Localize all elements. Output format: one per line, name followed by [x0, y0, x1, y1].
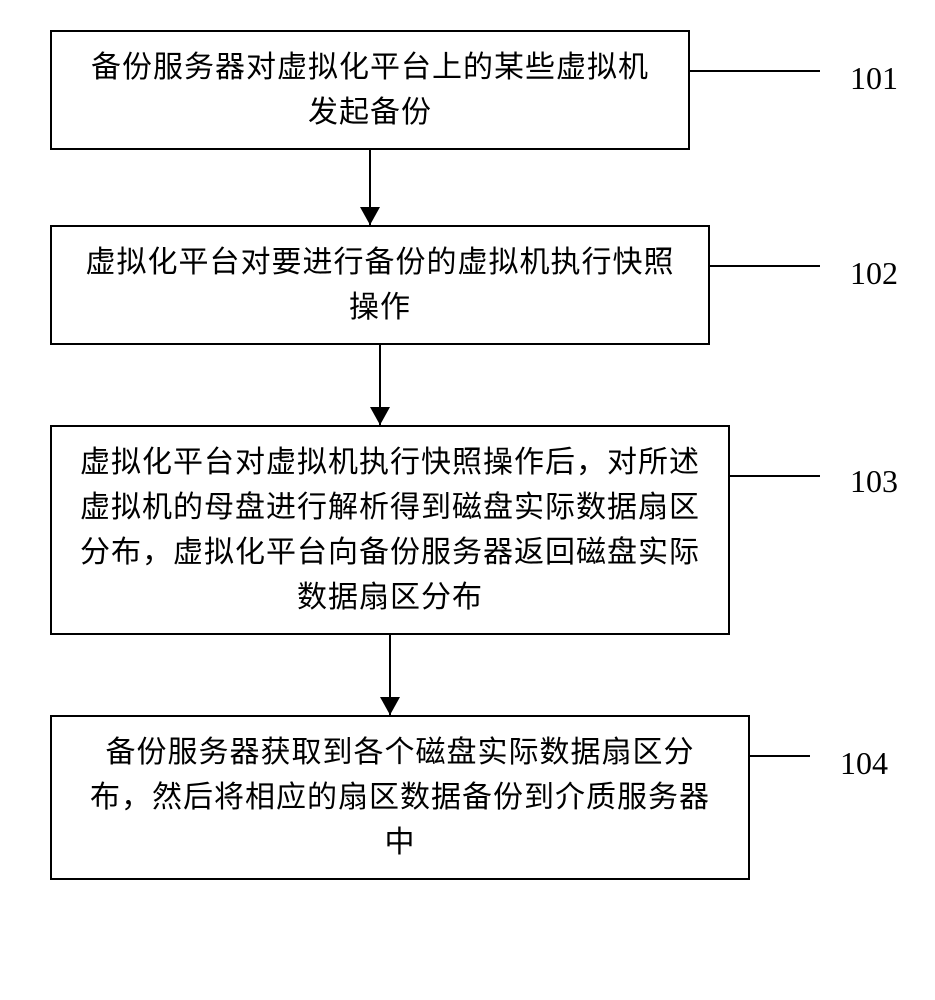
step-104-text: 备份服务器获取到各个磁盘实际数据扇区分布，然后将相应的扇区数据备份到介质服务器中	[76, 730, 724, 865]
step-103-text: 虚拟化平台对虚拟机执行快照操作后，对所述虚拟机的母盘进行解析得到磁盘实际数据扇区…	[76, 440, 704, 620]
flowchart-container: 备份服务器对虚拟化平台上的某些虚拟机发起备份 101 虚拟化平台对要进行备份的虚…	[50, 30, 885, 880]
step-104-container: 备份服务器获取到各个磁盘实际数据扇区分布，然后将相应的扇区数据备份到介质服务器中…	[50, 715, 885, 880]
step-103-box: 虚拟化平台对虚拟机执行快照操作后，对所述虚拟机的母盘进行解析得到磁盘实际数据扇区…	[50, 425, 730, 635]
step-101-text: 备份服务器对虚拟化平台上的某些虚拟机发起备份	[76, 45, 664, 135]
step-104-connector	[750, 755, 810, 757]
arrow-head-3	[380, 697, 400, 715]
step-102-label: 102	[850, 255, 898, 292]
arrow-head-1	[360, 207, 380, 225]
arrow-101-102	[50, 150, 690, 225]
step-103-connector	[730, 475, 820, 477]
step-101-container: 备份服务器对虚拟化平台上的某些虚拟机发起备份 101	[50, 30, 885, 150]
arrow-102-103	[50, 345, 710, 425]
step-103-container: 虚拟化平台对虚拟机执行快照操作后，对所述虚拟机的母盘进行解析得到磁盘实际数据扇区…	[50, 425, 885, 635]
arrow-head-2	[370, 407, 390, 425]
step-102-box: 虚拟化平台对要进行备份的虚拟机执行快照操作	[50, 225, 710, 345]
step-101-label: 101	[850, 60, 898, 97]
step-104-box: 备份服务器获取到各个磁盘实际数据扇区分布，然后将相应的扇区数据备份到介质服务器中	[50, 715, 750, 880]
step-102-container: 虚拟化平台对要进行备份的虚拟机执行快照操作 102	[50, 225, 885, 345]
step-102-connector	[710, 265, 820, 267]
step-104-label: 104	[840, 745, 888, 782]
step-103-label: 103	[850, 463, 898, 500]
step-101-connector	[690, 70, 820, 72]
arrow-103-104	[50, 635, 730, 715]
step-102-text: 虚拟化平台对要进行备份的虚拟机执行快照操作	[76, 240, 684, 330]
step-101-box: 备份服务器对虚拟化平台上的某些虚拟机发起备份	[50, 30, 690, 150]
